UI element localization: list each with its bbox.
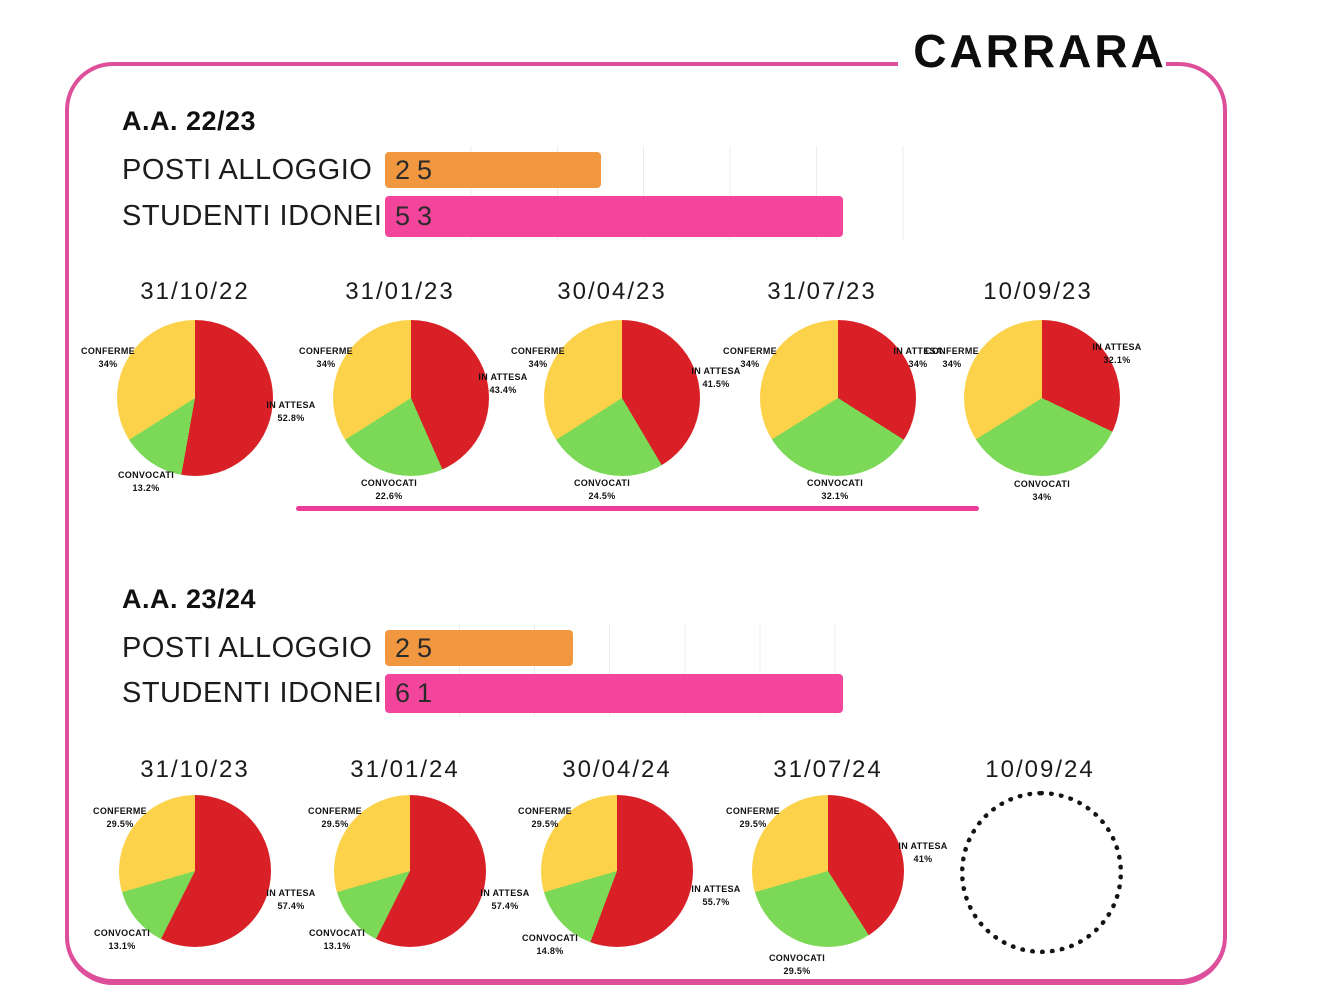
pie-chart — [117, 320, 273, 476]
card-frame — [65, 62, 1227, 985]
future-date-placeholder-circle — [960, 791, 1123, 954]
pie-label-convocati: CONVOCATI 32.1% — [806, 478, 864, 502]
bar-value: 61 — [395, 678, 440, 708]
pie-label-in-attesa: IN ATTESA 41.5% — [691, 366, 741, 390]
pie-date: 30/04/23 — [557, 278, 667, 305]
pie-label-conferme: CONFERME 29.5% — [308, 806, 362, 830]
pie-date: 10/09/24 — [985, 756, 1095, 783]
pie-label-convocati: CONVOCATI 13.1% — [93, 928, 151, 952]
pie-date: 30/04/24 — [562, 756, 672, 783]
page-title: CARRARA — [913, 25, 1167, 77]
bar-studenti-idonei: 61 — [385, 674, 843, 713]
pie-chart — [333, 320, 489, 476]
pie-chart — [541, 795, 693, 947]
pie-date: 31/10/22 — [140, 278, 250, 305]
pie-label-convocati: CONVOCATI 13.1% — [308, 928, 366, 952]
pie-label-conferme: CONFERME 34% — [925, 346, 979, 370]
pie-label-convocati: CONVOCATI 22.6% — [360, 478, 418, 502]
pie-date: 31/07/24 — [773, 756, 883, 783]
pie-chart — [752, 795, 904, 947]
pie-date: 31/10/23 — [140, 756, 250, 783]
pie-label-in-attesa: IN ATTESA 55.7% — [691, 884, 741, 908]
pie-label-convocati: CONVOCATI 34% — [1013, 479, 1071, 503]
pie-label-conferme: CONFERME 34% — [511, 346, 565, 370]
bar-value: 53 — [395, 201, 440, 231]
pie-chart — [119, 795, 271, 947]
bar-category-label: POSTI ALLOGGIO — [122, 631, 373, 664]
pie-label-convocati: CONVOCATI 14.8% — [521, 933, 579, 957]
pie-label-conferme: CONFERME 34% — [723, 346, 777, 370]
section-divider-line — [296, 506, 979, 511]
bar-studenti-idonei: 53 — [385, 196, 843, 237]
pie-chart — [334, 795, 486, 947]
pie-label-in-attesa: IN ATTESA 57.4% — [266, 888, 316, 912]
pie-label-convocati: CONVOCATI 24.5% — [573, 478, 631, 502]
pie-label-in-attesa: IN ATTESA 41% — [898, 841, 948, 865]
pie-date: 31/07/23 — [767, 278, 877, 305]
title-gap — [898, 54, 1166, 70]
pie-chart — [544, 320, 700, 476]
pie-label-conferme: CONFERME 29.5% — [726, 806, 780, 830]
bar-value: 25 — [395, 632, 440, 663]
bar-category-label: POSTI ALLOGGIO — [122, 153, 373, 186]
bar-category-label: STUDENTI IDONEI — [122, 677, 383, 709]
pie-chart — [964, 320, 1120, 476]
pie-label-convocati: CONVOCATI 29.5% — [768, 953, 826, 977]
pie-label-in-attesa: IN ATTESA 57.4% — [480, 888, 530, 912]
bar-value: 25 — [395, 154, 440, 185]
pie-date: 31/01/23 — [345, 278, 455, 305]
bar-posti-alloggio: 25 — [385, 152, 601, 188]
pie-date: 31/01/24 — [350, 756, 460, 783]
pie-label-conferme: CONFERME 29.5% — [93, 806, 147, 830]
pie-label-conferme: CONFERME 34% — [81, 346, 135, 370]
bar-category-label: STUDENTI IDONEI — [122, 200, 383, 232]
pie-label-conferme: CONFERME 29.5% — [518, 806, 572, 830]
pie-label-convocati: CONVOCATI 13.2% — [117, 470, 175, 494]
pie-label-conferme: CONFERME 34% — [299, 346, 353, 370]
pie-label-in-attesa: IN ATTESA 32.1% — [1092, 342, 1142, 366]
pie-chart — [760, 320, 916, 476]
pie-label-in-attesa: IN ATTESA 43.4% — [478, 372, 528, 396]
pie-date: 10/09/23 — [983, 278, 1093, 305]
pie-label-in-attesa: IN ATTESA 52.8% — [266, 400, 316, 424]
section-heading: A.A. 23/24 — [122, 584, 257, 614]
section-heading: A.A. 22/23 — [122, 106, 257, 136]
pie-label-in-attesa: IN ATTESA 34% — [893, 346, 943, 370]
bar-posti-alloggio: 25 — [385, 630, 573, 666]
